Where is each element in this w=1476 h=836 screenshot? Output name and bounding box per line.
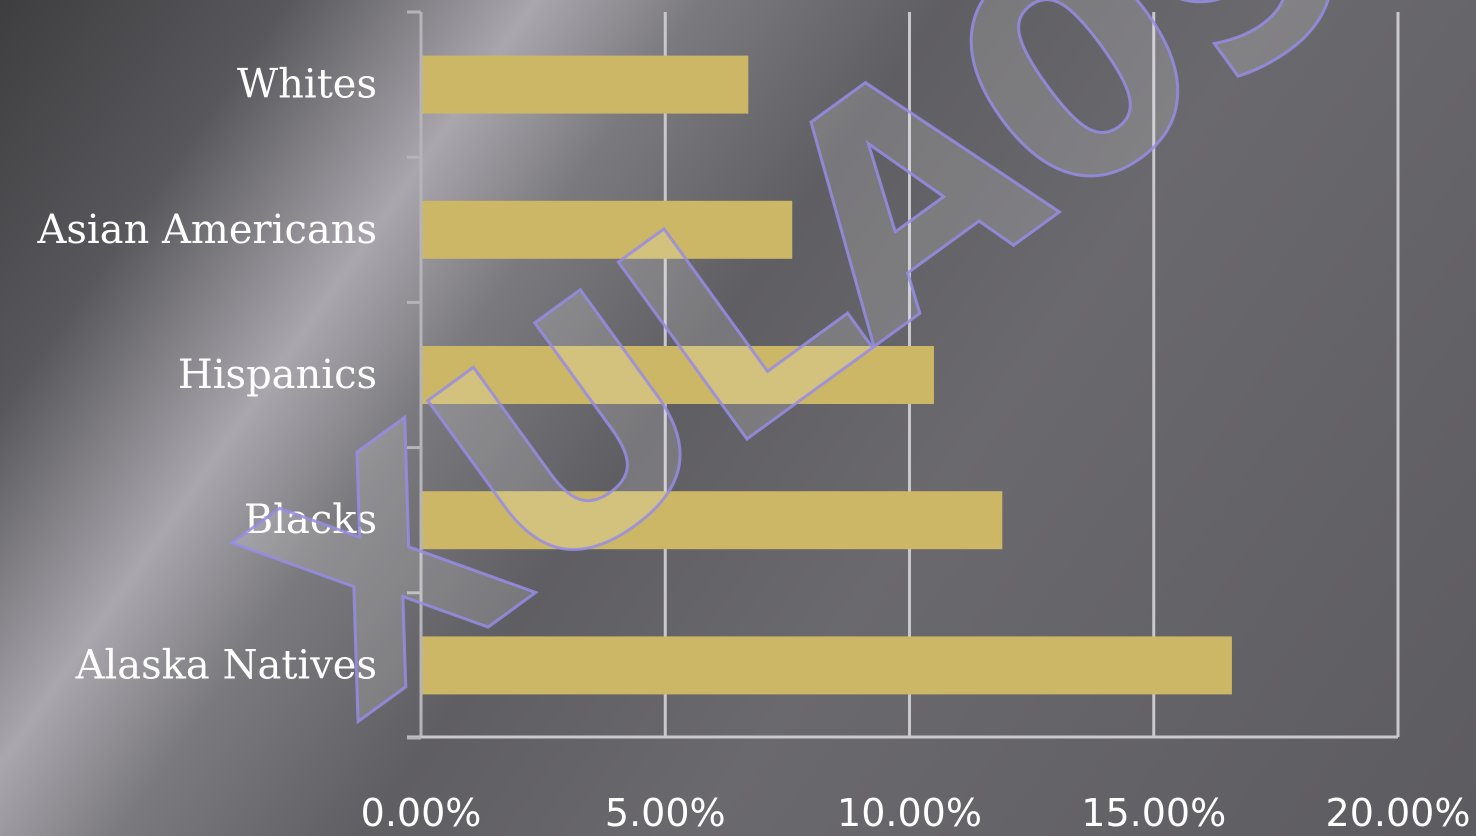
category-label-0: Whites: [237, 62, 377, 108]
axes: [407, 10, 1398, 740]
bars: [422, 55, 1232, 695]
x-tick-label-2: 10.00%: [837, 791, 982, 835]
x-tick-label-1: 5.00%: [605, 791, 726, 835]
x-tick-label-3: 15.00%: [1081, 791, 1226, 835]
bar-4: [422, 636, 1232, 695]
category-labels: Whites Asian Americans Hispanics Blacks Alas…: [37, 62, 377, 689]
category-label-1: Asian Americans: [37, 207, 377, 253]
bar-3: [422, 491, 1003, 550]
bar-1: [422, 200, 793, 259]
bar-2: [422, 346, 934, 404]
x-tick-label-0: 0.00%: [361, 791, 482, 835]
tick-labels: 0.00% 5.00% 10.00% 15.00% 20.00%: [361, 791, 1471, 835]
category-label-2: Hispanics: [178, 352, 377, 398]
category-label-4: Alaska Natives: [75, 642, 377, 688]
bar-0: [422, 55, 749, 114]
category-label-3: Blacks: [244, 497, 377, 543]
x-tick-label-4: 20.00%: [1326, 791, 1471, 835]
